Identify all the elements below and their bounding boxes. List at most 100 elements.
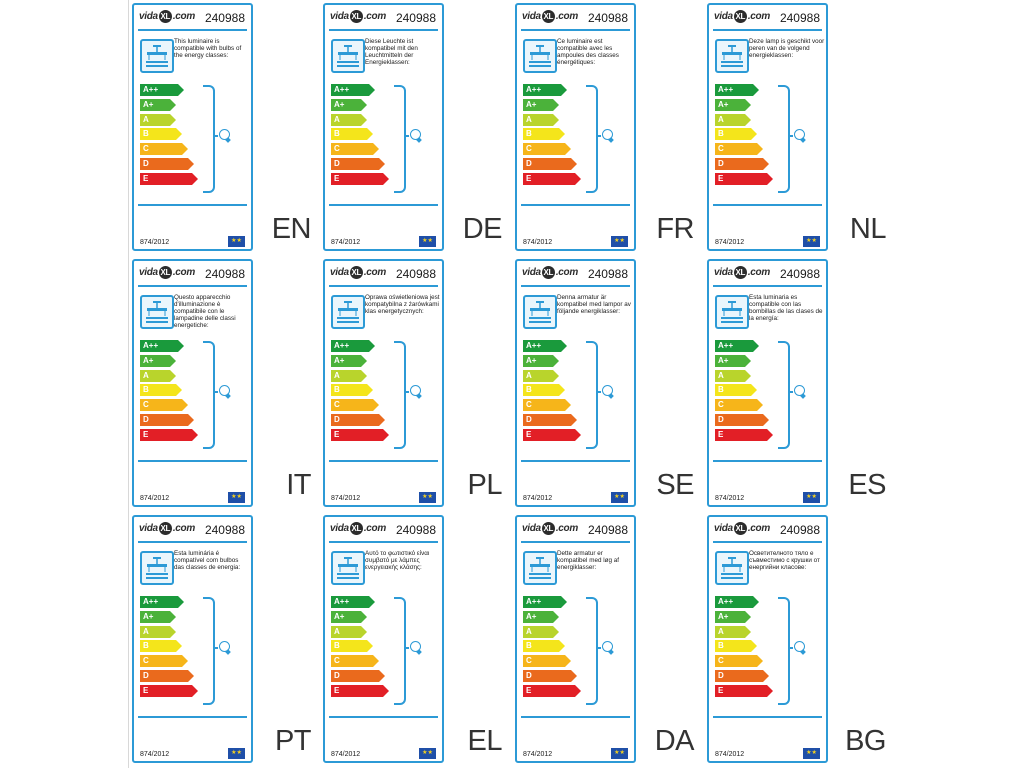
energy-class-bar: D	[140, 669, 194, 682]
divider	[329, 29, 438, 31]
brand-logo: vida XL .com	[330, 522, 386, 535]
compatibility-text: Αυτό το φωτιστικό είναι συμβατό με λάμπε…	[365, 550, 430, 571]
energy-class-bar: A++	[331, 596, 375, 608]
energy-class-bar: B	[140, 384, 182, 397]
bulb-icon	[602, 385, 613, 396]
energy-class-bar: C	[523, 143, 571, 156]
bulb-icon	[410, 129, 421, 140]
bracket-tip	[789, 647, 793, 649]
bracket-tip	[597, 391, 601, 393]
class-range-bracket	[778, 597, 790, 705]
luminaire-icon	[140, 39, 174, 73]
regulation-number: 874/2012	[140, 751, 170, 758]
energy-class-bar: A	[140, 625, 176, 638]
energy-label-card: vida XL .com 240988 This luminaire is comp…	[132, 3, 253, 251]
bulb-base	[416, 649, 422, 655]
luminaire-icon	[523, 551, 557, 585]
energy-class-bar: A	[715, 369, 751, 382]
bulb-base	[225, 649, 231, 655]
energy-class-bar: A+	[331, 98, 367, 111]
language-code: PT	[274, 725, 312, 757]
divider	[138, 285, 247, 287]
regulation-number: 874/2012	[331, 751, 361, 758]
divider	[329, 541, 438, 543]
luminaire-icon	[715, 295, 749, 329]
compatibility-text: Esta luminaria es compatible con las bom…	[749, 294, 823, 322]
divider	[329, 285, 438, 287]
energy-class-scale: A++ A+ A B C D E	[523, 596, 581, 700]
divider	[713, 460, 822, 462]
compatibility-text: Deze lamp is geschikt voor peren van de …	[749, 38, 825, 59]
brand-logo: vida XL .com	[714, 266, 770, 279]
product-code: 240988	[204, 11, 245, 25]
energy-class-bar: A	[331, 369, 367, 382]
compatibility-text: Oprawa oświetleniowa jest kompatybilna z…	[365, 294, 440, 315]
bulb-icon	[602, 129, 613, 140]
energy-class-bar: A++	[715, 84, 759, 96]
compatibility-text: Denna armatur är kompatibel med lampor a…	[557, 294, 631, 315]
brand-logo: vida XL .com	[522, 522, 578, 535]
eu-flag-icon: ★★	[803, 748, 820, 759]
product-code: 240988	[395, 523, 436, 537]
language-code: ES	[848, 469, 886, 501]
energy-class-bar: A	[715, 625, 751, 638]
energy-label-cell-it: vida XL .com 240988 Questo apparecchio d'i…	[128, 256, 322, 513]
divider	[713, 716, 822, 718]
language-code: BG	[845, 725, 886, 757]
luminaire-icon	[523, 295, 557, 329]
divider	[521, 29, 630, 31]
energy-class-bar: E	[715, 172, 773, 185]
class-range-bracket	[203, 85, 215, 193]
energy-class-scale: A++ A+ A B C D E	[715, 596, 773, 700]
product-code: 240988	[395, 11, 436, 25]
divider	[138, 541, 247, 543]
bracket-tip	[405, 391, 409, 393]
divider	[329, 204, 438, 206]
bracket-tip	[597, 647, 601, 649]
bulb-base	[416, 137, 422, 143]
divider	[329, 716, 438, 718]
energy-class-bar: D	[331, 157, 385, 170]
energy-label-cell-se: vida XL .com 240988 Denna armatur är kompa…	[512, 256, 705, 513]
eu-flag-icon: ★★	[803, 492, 820, 503]
energy-class-bar: A++	[715, 340, 759, 352]
bulb-icon	[410, 641, 421, 652]
compatibility-text: This luminaire is compatible with bulbs …	[174, 38, 242, 59]
energy-class-bar: A+	[140, 354, 176, 367]
divider	[521, 204, 630, 206]
regulation-number: 874/2012	[715, 239, 745, 246]
compatibility-text: Esta luminária é compatível com bulbos d…	[174, 550, 241, 571]
bulb-base	[225, 137, 231, 143]
energy-class-bar: B	[523, 384, 565, 397]
divider	[521, 541, 630, 543]
class-range-bracket	[586, 85, 598, 193]
compatibility-text: Осветителното тяло е съвместимо с крушки…	[749, 550, 820, 571]
divider	[713, 29, 822, 31]
brand-logo: vida XL .com	[522, 266, 578, 279]
regulation-number: 874/2012	[715, 751, 745, 758]
energy-class-bar: D	[715, 157, 769, 170]
language-code: FR	[656, 213, 694, 245]
language-code: NL	[849, 213, 887, 245]
brand-logo: vida XL .com	[714, 522, 770, 535]
energy-class-bar: A+	[523, 354, 559, 367]
luminaire-icon	[140, 295, 174, 329]
energy-class-bar: B	[331, 640, 373, 653]
energy-class-bar: A	[523, 113, 559, 126]
energy-class-bar: A++	[715, 596, 759, 608]
eu-flag-icon: ★★	[228, 748, 245, 759]
energy-class-bar: E	[140, 684, 198, 697]
eu-flag-icon: ★★	[611, 236, 628, 247]
energy-class-bar: C	[331, 143, 379, 156]
energy-class-bar: A	[715, 113, 751, 126]
bracket-tip	[789, 391, 793, 393]
divider	[713, 541, 822, 543]
energy-class-bar: A	[140, 113, 176, 126]
brand-logo: vida XL .com	[330, 10, 386, 23]
bracket-tip	[405, 647, 409, 649]
brand-logo: vida XL .com	[139, 522, 195, 535]
divider	[713, 204, 822, 206]
bulb-icon	[219, 129, 230, 140]
energy-label-card: vida XL .com 240988 Questo apparecchio d'i…	[132, 259, 253, 507]
brand-logo: vida XL .com	[522, 10, 578, 23]
